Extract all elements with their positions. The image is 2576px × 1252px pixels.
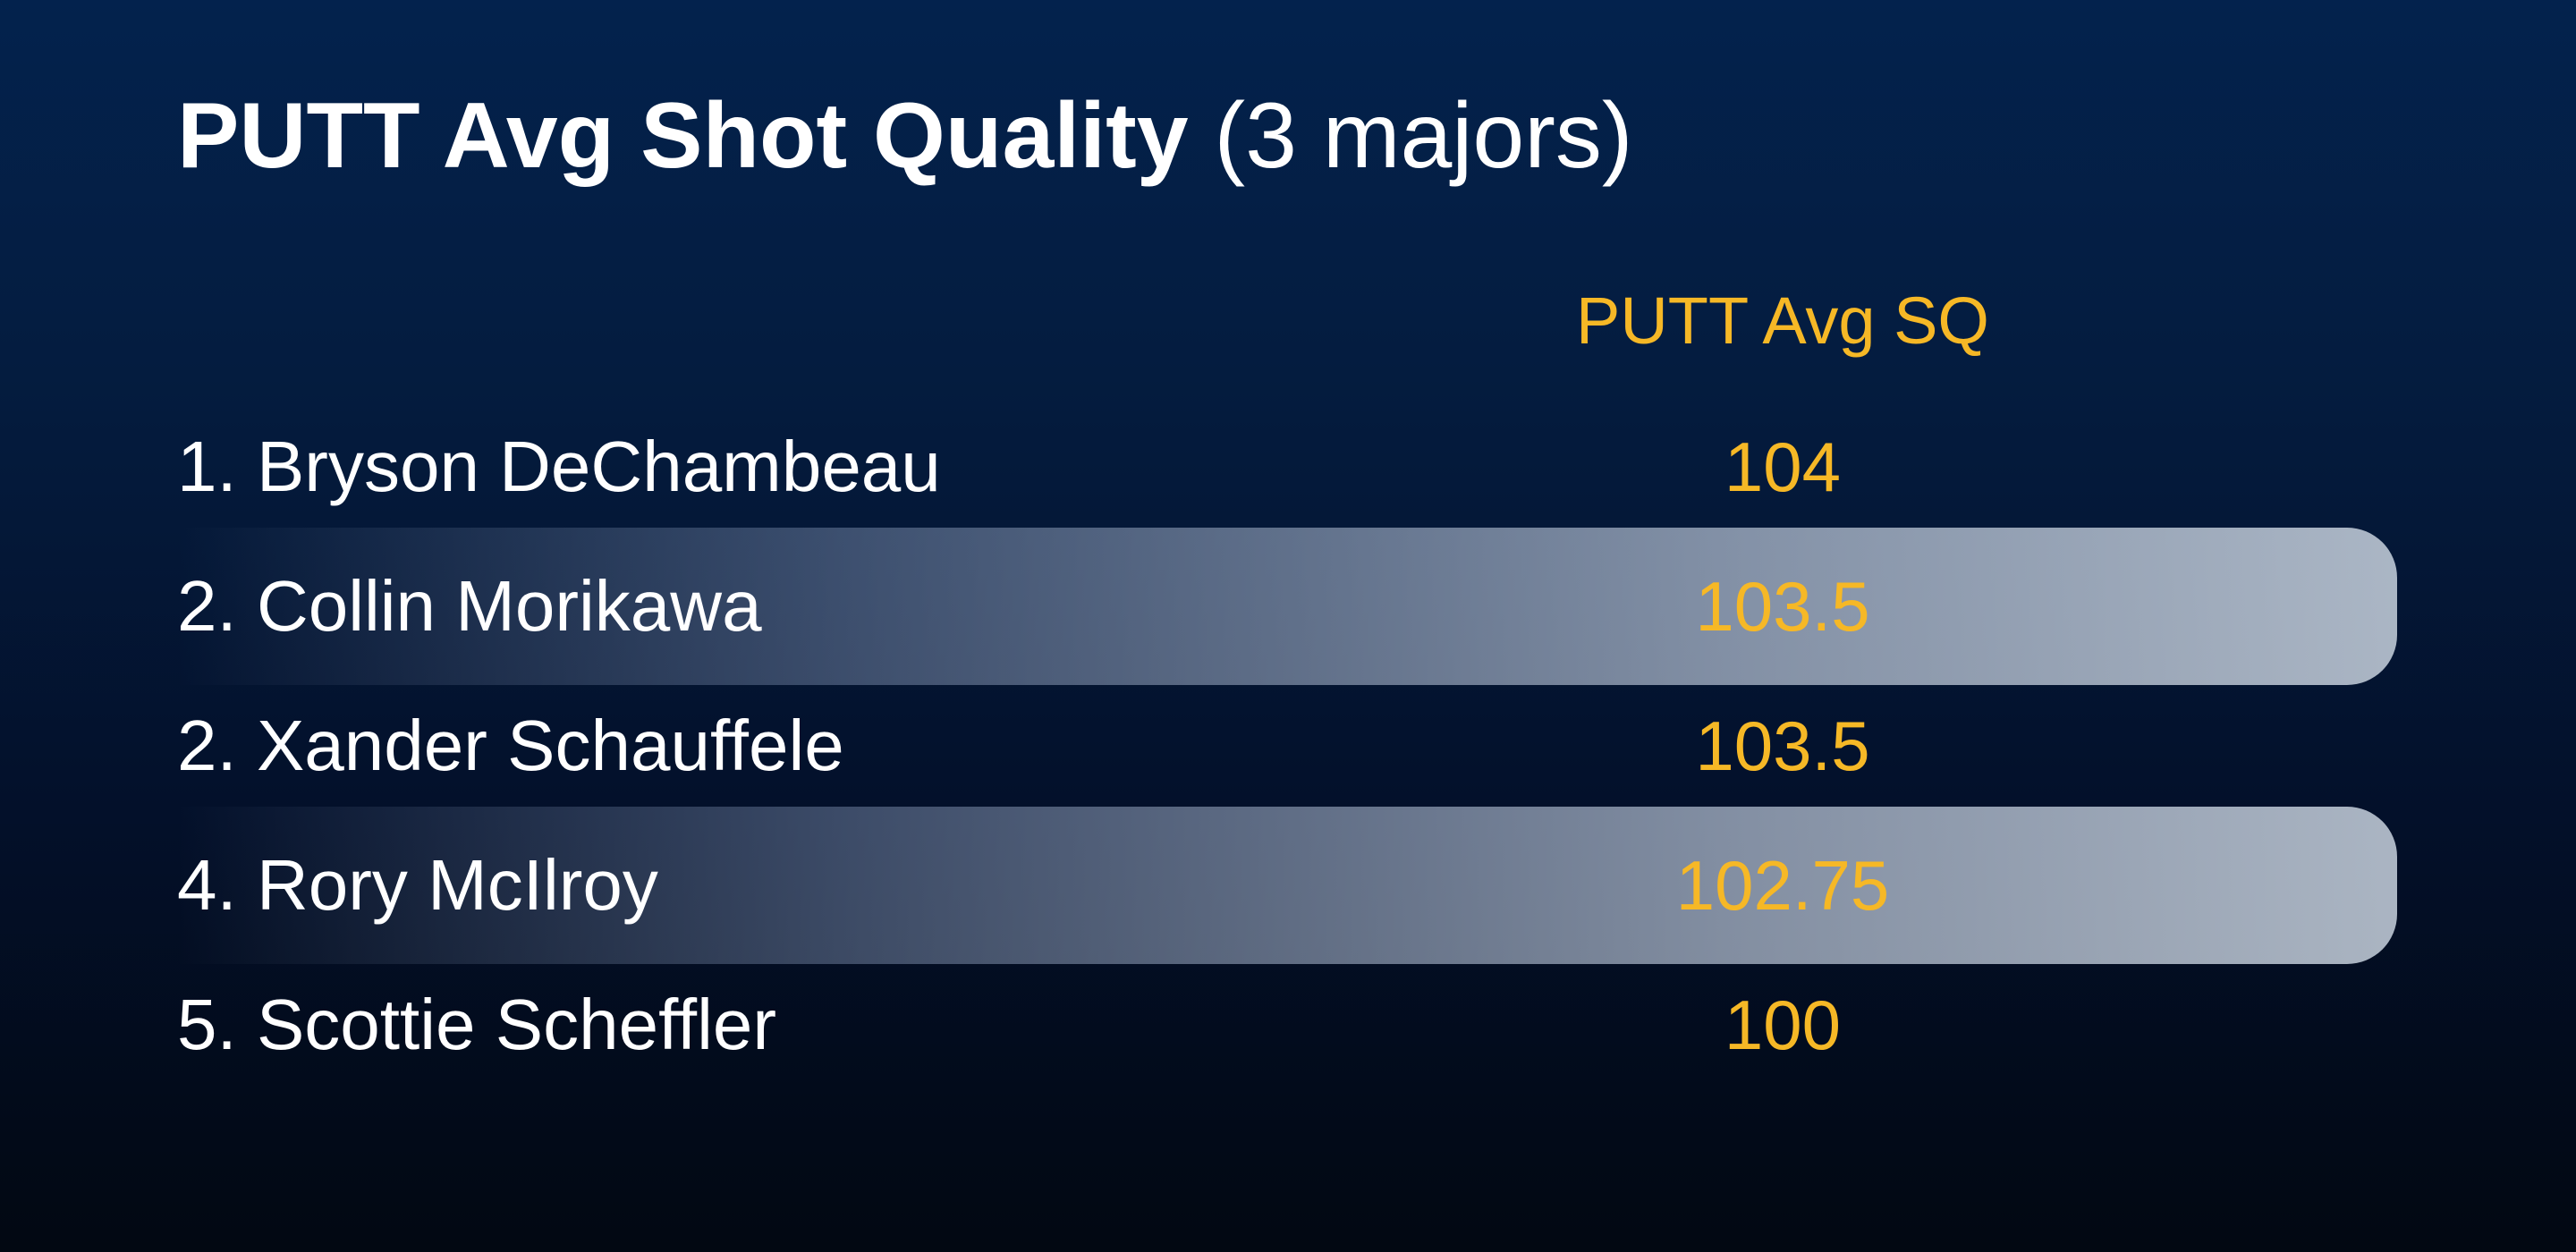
table-row: 1. Bryson DeChambeau 104 <box>177 388 2397 546</box>
title-note: (3 majors) <box>1214 84 1633 188</box>
table-row: 5. Scottie Scheffler 100 <box>177 946 2397 1104</box>
putt-avg-sq: 103.5 <box>1695 706 1870 785</box>
player-name: 4. Rory McIlroy <box>177 845 658 925</box>
putt-avg-sq: 100 <box>1724 986 1842 1064</box>
title: PUTT Avg Shot Quality (3 majors) <box>177 85 1633 187</box>
table-row: 2. Collin Morikawa 103.5 <box>177 528 2397 685</box>
table-row: 2. Xander Schauffele 103.5 <box>177 667 2397 825</box>
title-main: PUTT Avg Shot Quality <box>177 84 1189 188</box>
putt-avg-sq: 104 <box>1724 427 1842 506</box>
player-name: 2. Collin Morikawa <box>177 566 762 646</box>
column-header: PUTT Avg SQ <box>1576 283 1989 358</box>
player-name: 2. Xander Schauffele <box>177 706 844 785</box>
player-name: 5. Scottie Scheffler <box>177 985 776 1064</box>
player-name: 1. Bryson DeChambeau <box>177 427 941 506</box>
putt-avg-sq: 102.75 <box>1675 846 1890 925</box>
table-row: 4. Rory McIlroy 102.75 <box>177 807 2397 964</box>
putt-avg-sq: 103.5 <box>1695 567 1870 646</box>
